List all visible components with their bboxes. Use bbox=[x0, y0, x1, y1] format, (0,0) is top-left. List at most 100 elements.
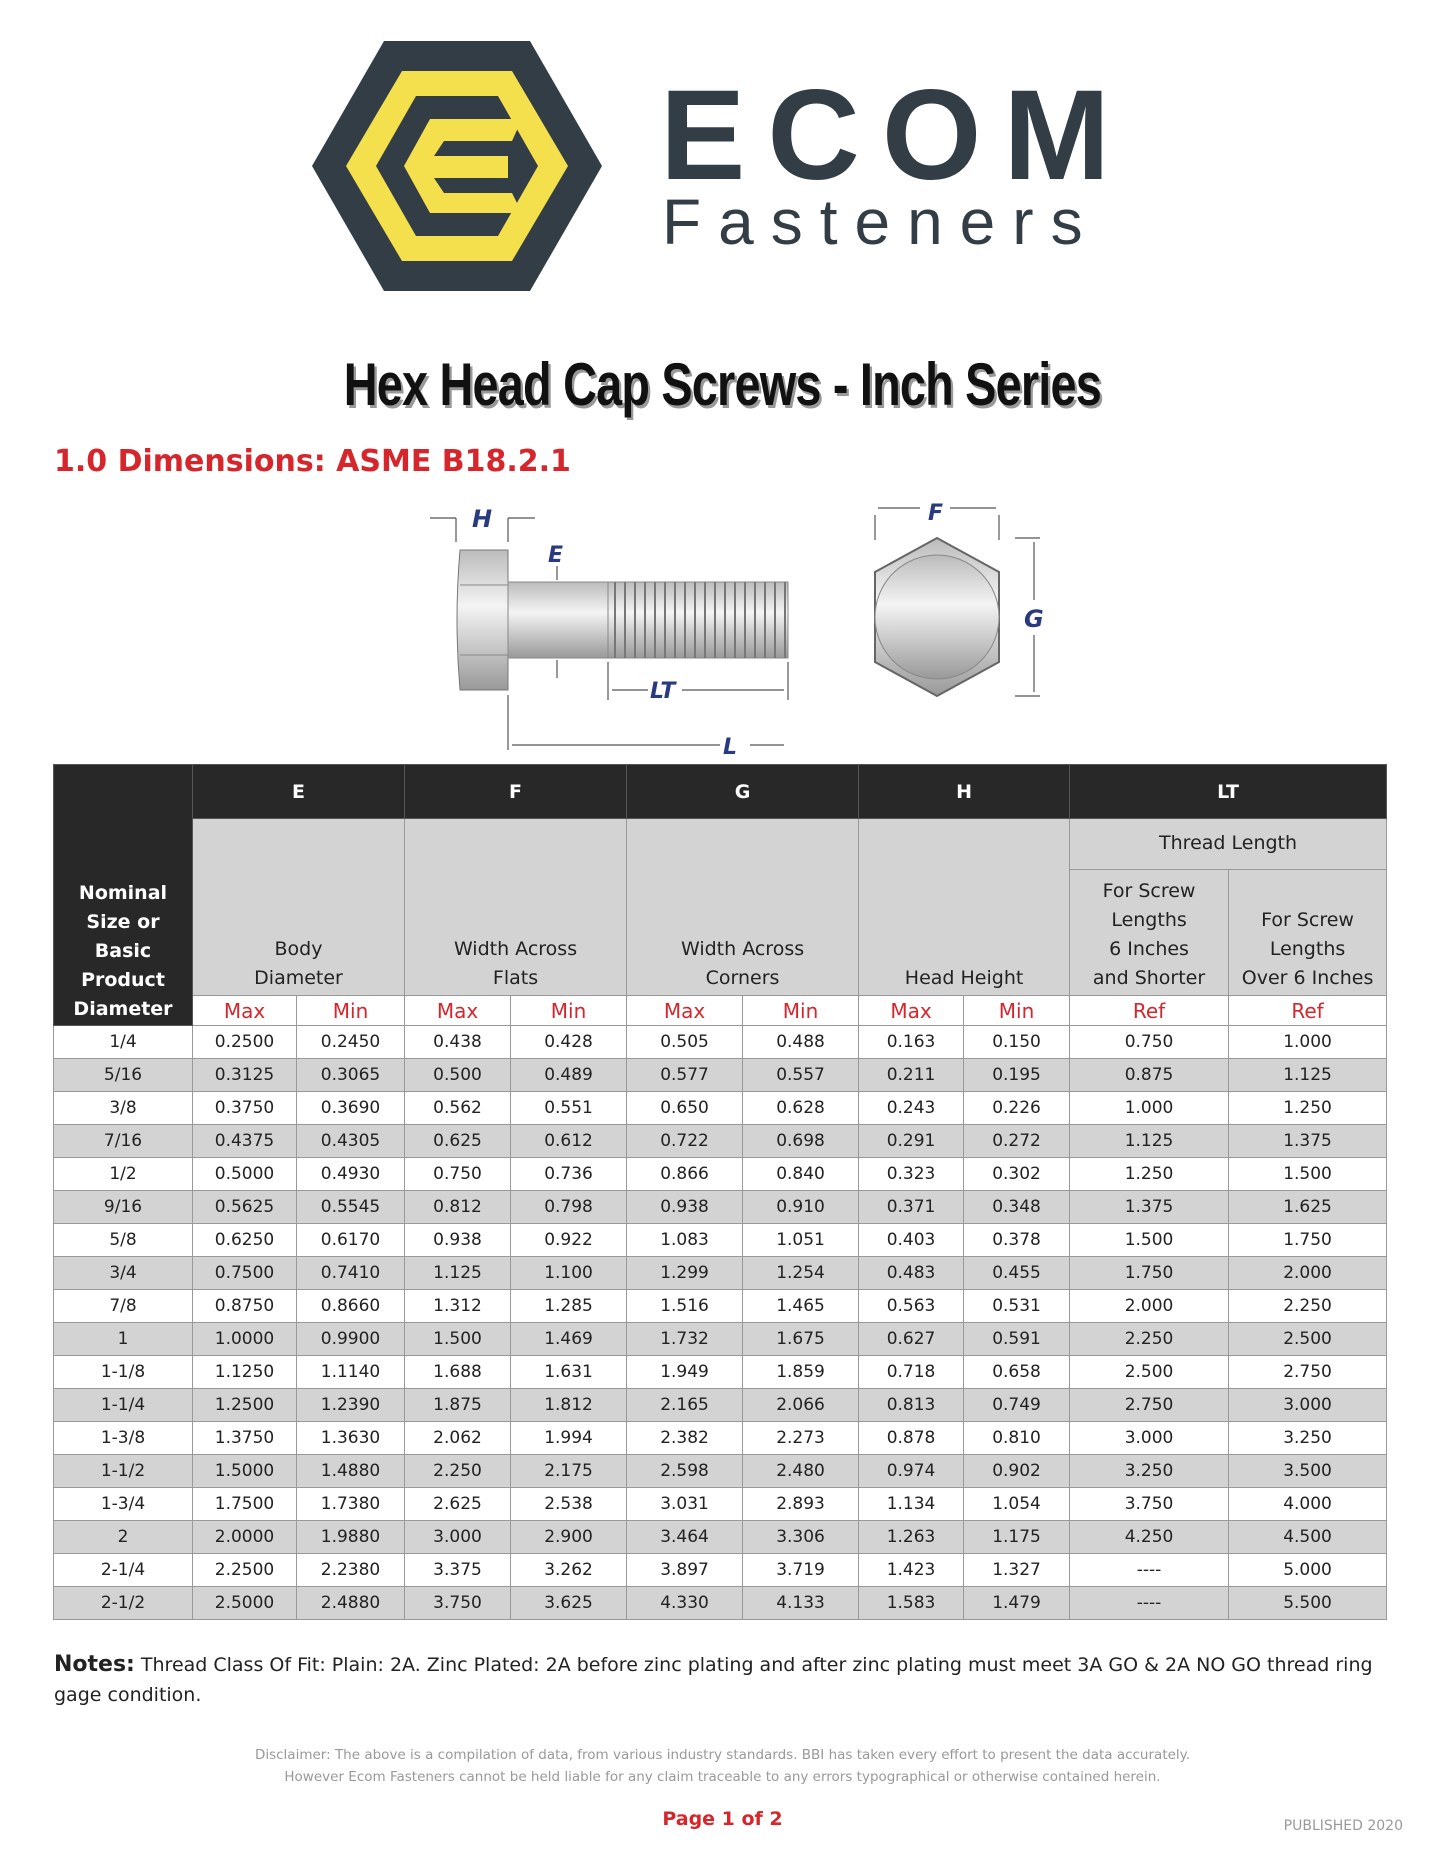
nominal-size-cell: 3/8 bbox=[53, 1091, 193, 1125]
table-cell: 1.125 bbox=[1069, 1124, 1230, 1158]
table-cell: 2.500 bbox=[1228, 1322, 1388, 1356]
table-cell: 1.100 bbox=[510, 1256, 628, 1290]
table-cell: 0.371 bbox=[858, 1190, 965, 1224]
label-l: L bbox=[723, 735, 737, 760]
table-cell: 2.598 bbox=[626, 1454, 744, 1488]
table-cell: 1.875 bbox=[404, 1388, 512, 1422]
table-cell: 0.3125 bbox=[192, 1058, 297, 1092]
table-row: 2-1/4 2.2500 2.2380 3.375 3.262 3.897 3.719 1.4… bbox=[53, 1553, 1388, 1587]
nominal-size-cell: 2-1/4 bbox=[53, 1553, 193, 1587]
table-cell: 1.083 bbox=[626, 1223, 744, 1257]
thread-length-header: Thread Length bbox=[1069, 818, 1388, 870]
nominal-size-cell: 1/4 bbox=[53, 1025, 193, 1059]
table-cell: 1.299 bbox=[626, 1256, 744, 1290]
table-cell: 0.562 bbox=[404, 1091, 512, 1125]
table-cell: 2.062 bbox=[404, 1421, 512, 1455]
table-cell: 0.9900 bbox=[295, 1322, 406, 1356]
table-cell: 3.000 bbox=[1069, 1421, 1230, 1455]
table-cell: 3.031 bbox=[626, 1487, 744, 1521]
nominal-size-cell: 5/16 bbox=[53, 1058, 193, 1092]
table-cell: 4.330 bbox=[626, 1586, 744, 1620]
table-cell: 0.8660 bbox=[295, 1289, 406, 1323]
table-cell: 0.878 bbox=[858, 1421, 965, 1455]
group-header-h: H bbox=[858, 764, 1071, 819]
table-cell: 0.698 bbox=[742, 1124, 860, 1158]
table-cell: 0.922 bbox=[510, 1223, 628, 1257]
table-cell: 2.000 bbox=[1069, 1289, 1230, 1323]
table-cell: 2.175 bbox=[510, 1454, 628, 1488]
table-cell: 0.612 bbox=[510, 1124, 628, 1158]
subheader-max: Max bbox=[626, 995, 744, 1026]
table-cell: 0.428 bbox=[510, 1025, 628, 1059]
table-cell: 0.163 bbox=[858, 1025, 965, 1059]
nominal-size-cell: 1-1/2 bbox=[53, 1454, 193, 1488]
table-body: 1/4 0.2500 0.2450 0.438 0.428 0.505 0.488 0.163… bbox=[53, 1025, 1388, 1620]
table-cell: 2.250 bbox=[404, 1454, 512, 1488]
table-cell: 4.500 bbox=[1228, 1520, 1388, 1554]
table-cell: 2.165 bbox=[626, 1388, 744, 1422]
table-cell: 1.750 bbox=[1069, 1256, 1230, 1290]
table-cell: 2.382 bbox=[626, 1421, 744, 1455]
subheader-max: Max bbox=[404, 995, 512, 1026]
logo-wordmark: ECOM bbox=[660, 64, 1132, 207]
table-cell: 1.327 bbox=[963, 1553, 1071, 1587]
table-cell: 1.125 bbox=[404, 1256, 512, 1290]
logo-subtitle: Fasteners bbox=[662, 186, 1100, 258]
table-cell: 3.897 bbox=[626, 1553, 744, 1587]
table-cell: 1.500 bbox=[1228, 1157, 1388, 1191]
table-cell: 0.875 bbox=[1069, 1058, 1230, 1092]
table-cell: 1.465 bbox=[742, 1289, 860, 1323]
table-cell: 0.6170 bbox=[295, 1223, 406, 1257]
table-cell: 1.134 bbox=[858, 1487, 965, 1521]
table-cell: 1.0000 bbox=[192, 1322, 297, 1356]
table-cell: 0.211 bbox=[858, 1058, 965, 1092]
table-cell: 0.840 bbox=[742, 1157, 860, 1191]
table-cell: 0.3750 bbox=[192, 1091, 297, 1125]
table-cell: 1.054 bbox=[963, 1487, 1071, 1521]
body-diameter-header: Body Diameter bbox=[191, 818, 406, 996]
table-cell: 1.859 bbox=[742, 1355, 860, 1389]
table-cell: 4.133 bbox=[742, 1586, 860, 1620]
table-cell: 2.2380 bbox=[295, 1553, 406, 1587]
table-cell: 0.718 bbox=[858, 1355, 965, 1389]
table-row: 2 2.0000 1.9880 3.000 2.900 3.464 3.306 1.263 1.… bbox=[53, 1520, 1388, 1554]
table-cell: 0.302 bbox=[963, 1157, 1071, 1191]
dimensions-table: Nominal Size or Basic Product Diameter E… bbox=[53, 764, 1388, 1620]
table-cell: 1.732 bbox=[626, 1322, 744, 1356]
table-cell: 0.272 bbox=[963, 1124, 1071, 1158]
table-cell: 0.378 bbox=[963, 1223, 1071, 1257]
table-cell: 1.263 bbox=[858, 1520, 965, 1554]
table-row: 1/2 0.5000 0.4930 0.750 0.736 0.866 0.840 0.323… bbox=[53, 1157, 1388, 1191]
table-cell: 3.750 bbox=[404, 1586, 512, 1620]
head-height-header: Head Height bbox=[858, 818, 1071, 996]
table-cell: 1.3750 bbox=[192, 1421, 297, 1455]
table-cell: 0.2450 bbox=[295, 1025, 406, 1059]
table-cell: 0.7500 bbox=[192, 1256, 297, 1290]
table-cell: 1.516 bbox=[626, 1289, 744, 1323]
table-cell: 2.0000 bbox=[192, 1520, 297, 1554]
nominal-size-cell: 1-1/4 bbox=[53, 1388, 193, 1422]
table-cell: 0.488 bbox=[742, 1025, 860, 1059]
table-cell: 0.455 bbox=[963, 1256, 1071, 1290]
subheader-ref: Ref bbox=[1069, 995, 1230, 1026]
table-cell: 4.000 bbox=[1228, 1487, 1388, 1521]
table-cell: 0.8750 bbox=[192, 1289, 297, 1323]
page-number: Page 1 of 2 bbox=[662, 1808, 783, 1830]
table-cell: ---- bbox=[1069, 1586, 1230, 1620]
table-cell: 3.250 bbox=[1228, 1421, 1388, 1455]
table-cell: 0.226 bbox=[963, 1091, 1071, 1125]
table-cell: 3.719 bbox=[742, 1553, 860, 1587]
table-cell: 0.577 bbox=[626, 1058, 744, 1092]
table-cell: 3.000 bbox=[1228, 1388, 1388, 1422]
table-cell: 2.273 bbox=[742, 1421, 860, 1455]
table-row: 1-1/8 1.1250 1.1140 1.688 1.631 1.949 1.859 0.7… bbox=[53, 1355, 1388, 1389]
table-cell: 0.658 bbox=[963, 1355, 1071, 1389]
table-cell: 0.483 bbox=[858, 1256, 965, 1290]
table-cell: 1.479 bbox=[963, 1586, 1071, 1620]
table-cell: 3.750 bbox=[1069, 1487, 1230, 1521]
table-cell: 2.250 bbox=[1069, 1322, 1230, 1356]
table-cell: 1.312 bbox=[404, 1289, 512, 1323]
nominal-size-cell: 1-1/8 bbox=[53, 1355, 193, 1389]
table-cell: 0.591 bbox=[963, 1322, 1071, 1356]
nominal-size-cell: 1-3/8 bbox=[53, 1421, 193, 1455]
